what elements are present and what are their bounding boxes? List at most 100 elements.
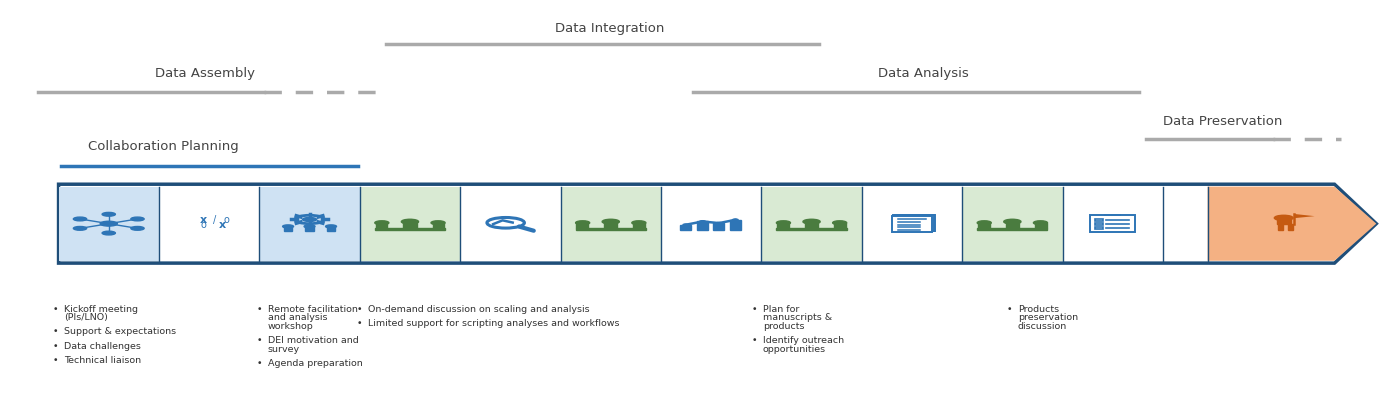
Bar <box>360 186 461 261</box>
Text: preservation: preservation <box>1018 313 1078 322</box>
Circle shape <box>833 221 847 225</box>
Circle shape <box>732 219 738 220</box>
Bar <box>697 222 708 230</box>
Bar <box>729 220 741 230</box>
Text: On-demand discussion on scaling and analysis: On-demand discussion on scaling and anal… <box>368 304 589 314</box>
Bar <box>577 223 588 228</box>
Circle shape <box>683 224 689 226</box>
Circle shape <box>101 221 118 226</box>
Bar <box>1278 224 1284 230</box>
Text: •: • <box>53 304 59 314</box>
Text: (PIs/LNO): (PIs/LNO) <box>64 313 108 322</box>
Text: Technical liaison: Technical liaison <box>64 356 141 365</box>
Circle shape <box>326 225 336 228</box>
Bar <box>714 223 724 230</box>
Circle shape <box>575 221 589 225</box>
Bar <box>805 222 818 228</box>
Circle shape <box>804 219 820 224</box>
Text: Products: Products <box>1018 304 1058 314</box>
Text: Data Analysis: Data Analysis <box>878 67 969 80</box>
Bar <box>633 223 645 228</box>
FancyBboxPatch shape <box>893 215 934 231</box>
Circle shape <box>602 219 619 224</box>
Text: •: • <box>1007 304 1012 314</box>
Bar <box>433 223 444 228</box>
Polygon shape <box>1294 214 1315 218</box>
Bar <box>284 227 293 231</box>
Bar <box>1063 186 1163 261</box>
Polygon shape <box>59 184 1376 263</box>
Bar <box>680 225 692 230</box>
Text: Data Integration: Data Integration <box>554 22 664 35</box>
Bar <box>1095 219 1103 221</box>
Text: Collaboration Planning: Collaboration Planning <box>88 140 238 153</box>
Circle shape <box>717 222 721 224</box>
Bar <box>777 223 790 228</box>
Text: •: • <box>752 304 757 314</box>
Text: Kickoff meeting: Kickoff meeting <box>64 304 139 314</box>
Text: Plan for: Plan for <box>763 304 799 314</box>
Text: /: / <box>213 215 217 225</box>
Bar <box>1035 223 1047 228</box>
Bar <box>862 186 962 261</box>
Bar <box>59 186 160 261</box>
Text: Agenda preparation: Agenda preparation <box>267 359 363 368</box>
Bar <box>160 186 259 261</box>
Bar <box>375 228 445 230</box>
Bar <box>403 222 417 228</box>
Bar <box>1005 222 1019 228</box>
Text: DEI motivation and: DEI motivation and <box>267 336 358 345</box>
Text: workshop: workshop <box>267 322 314 331</box>
Text: discussion: discussion <box>1018 322 1067 331</box>
Circle shape <box>431 221 445 225</box>
Text: •: • <box>53 342 59 351</box>
Bar <box>977 228 1047 230</box>
Circle shape <box>102 212 115 216</box>
Bar <box>259 186 360 261</box>
Text: survey: survey <box>267 345 300 354</box>
FancyBboxPatch shape <box>1091 215 1135 232</box>
Circle shape <box>1004 219 1021 224</box>
Text: •: • <box>256 359 262 368</box>
Circle shape <box>777 221 791 225</box>
Text: Data Assembly: Data Assembly <box>155 67 255 80</box>
Text: x: x <box>220 220 227 230</box>
Text: •: • <box>357 319 363 328</box>
Text: •: • <box>256 304 262 314</box>
Bar <box>1288 224 1294 230</box>
Circle shape <box>375 221 389 225</box>
Bar <box>962 186 1063 261</box>
Circle shape <box>283 225 294 228</box>
Text: o: o <box>200 220 206 230</box>
Text: manuscripts &: manuscripts & <box>763 313 832 322</box>
Circle shape <box>1274 215 1294 220</box>
Text: products: products <box>763 322 804 331</box>
Text: x: x <box>200 215 207 225</box>
Circle shape <box>977 221 991 225</box>
Text: Limited support for scripting analyses and workflows: Limited support for scripting analyses a… <box>368 319 620 328</box>
Bar <box>979 223 990 228</box>
Bar <box>834 223 846 228</box>
Bar <box>375 223 388 228</box>
Text: •: • <box>256 336 262 345</box>
Circle shape <box>302 218 316 222</box>
Text: opportunities: opportunities <box>763 345 826 354</box>
Text: Data Preservation: Data Preservation <box>1163 115 1282 128</box>
Circle shape <box>73 217 87 221</box>
Bar <box>560 186 661 261</box>
Bar <box>326 227 336 231</box>
Bar <box>1277 218 1291 224</box>
Bar <box>605 222 617 228</box>
Text: and analysis: and analysis <box>267 313 328 322</box>
Text: •: • <box>752 336 757 345</box>
Bar <box>575 228 645 230</box>
Circle shape <box>304 225 315 228</box>
Bar <box>661 186 762 261</box>
Text: Remote facilitation: Remote facilitation <box>267 304 357 314</box>
Circle shape <box>402 219 419 224</box>
Bar <box>1095 227 1103 229</box>
Bar <box>777 228 847 230</box>
FancyBboxPatch shape <box>895 215 935 231</box>
Text: o: o <box>224 215 230 225</box>
Bar <box>305 227 314 231</box>
